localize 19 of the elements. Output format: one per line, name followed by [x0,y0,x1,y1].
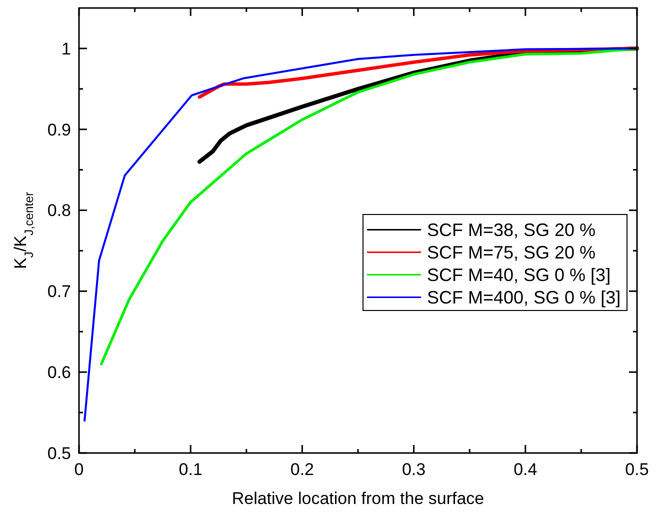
x-tick-label: 0.3 [402,460,426,479]
y-tick-label: 0.8 [47,201,71,220]
y-tick-label: 0.7 [47,282,71,302]
legend-label: SCF M=40, SG 0 % [3] [427,265,611,286]
legend-label: SCF M=75, SG 20 % [427,242,596,263]
y-tick-label: 1 [62,39,71,58]
y-tick-label: 0.5 [47,444,71,463]
x-tick-label: 0.4 [514,460,538,479]
x-tick-label: 0 [74,460,84,479]
legend-label: SCF M=38, SG 20 % [427,220,596,240]
x-tick-label: 0.2 [290,460,314,479]
legend-label: SCF M=400, SG 0 % [3] [427,288,621,308]
y-tick-label: 0.6 [47,363,71,382]
x-tick-label: 0.5 [625,460,649,479]
y-tick-label: 0.9 [47,120,71,140]
x-tick-label: 0.1 [178,460,202,479]
line-series [100,47,638,366]
line-series [84,47,638,422]
x-axis-title: Relative location from the surface [232,489,484,508]
